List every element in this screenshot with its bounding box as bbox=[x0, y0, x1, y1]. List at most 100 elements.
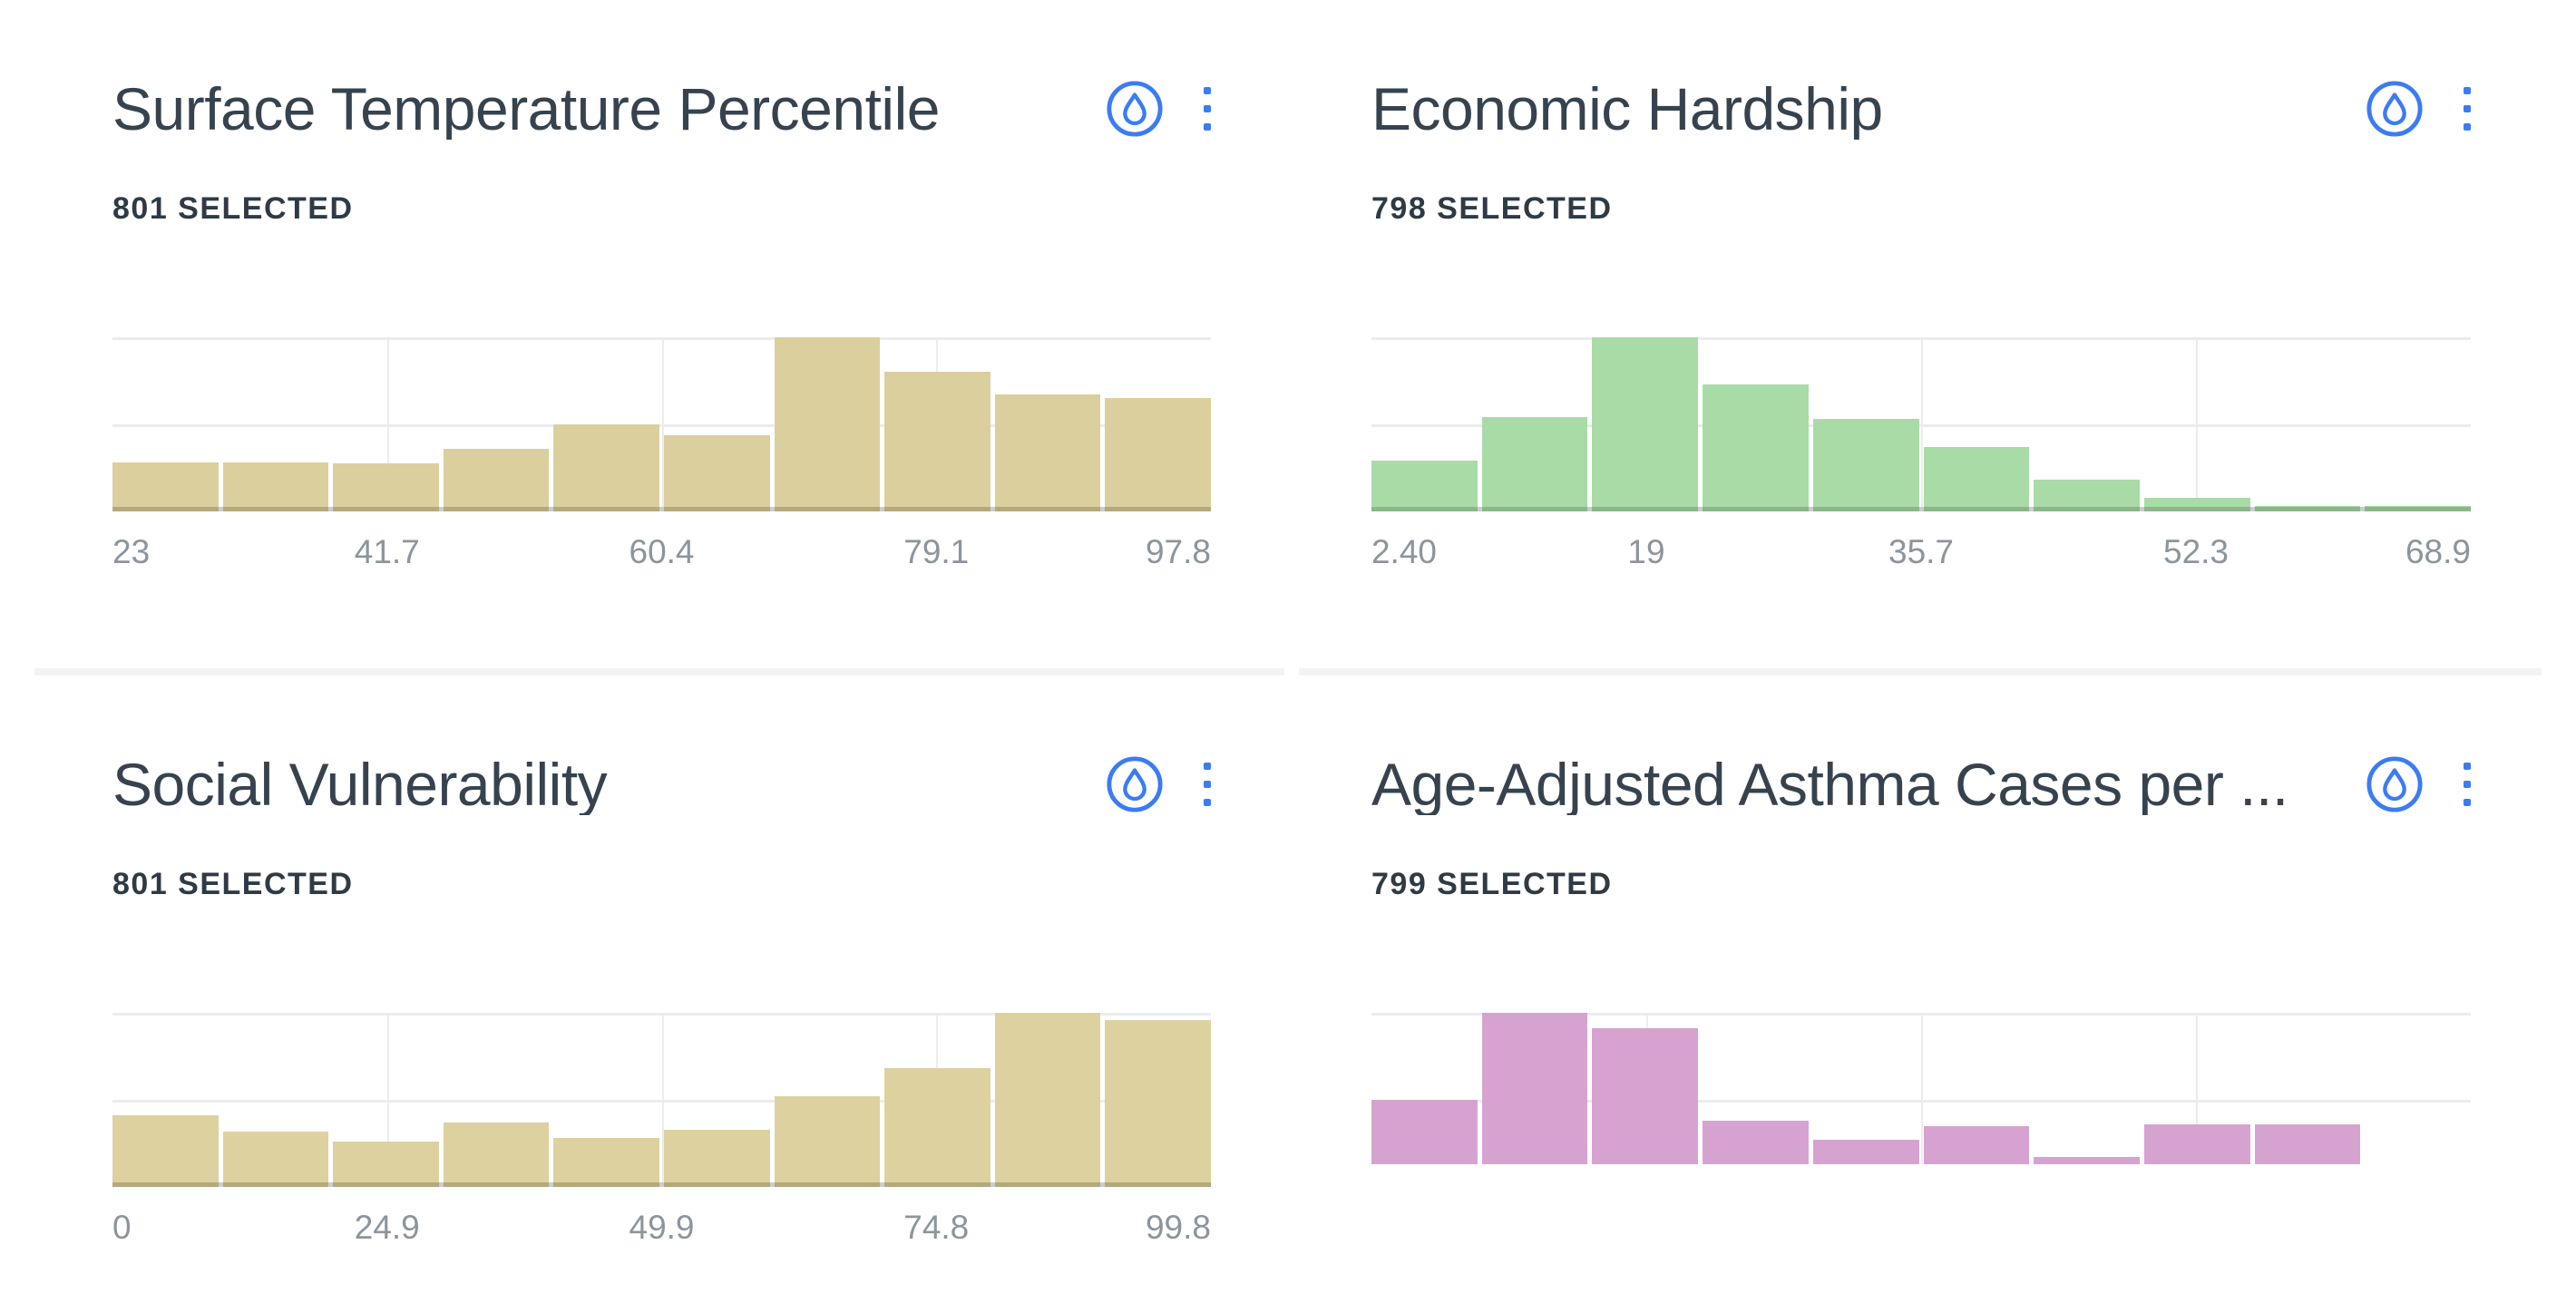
gridline bbox=[661, 337, 664, 511]
histogram-bar[interactable] bbox=[1371, 1100, 1478, 1164]
histogram-bars bbox=[112, 337, 1211, 511]
histogram-bar[interactable] bbox=[112, 1115, 219, 1187]
kebab-dot bbox=[1204, 799, 1211, 806]
histogram-bars bbox=[112, 1013, 1211, 1187]
histogram-bar[interactable] bbox=[2254, 506, 2361, 511]
histogram-bar[interactable] bbox=[553, 424, 659, 511]
x-axis-tick-label: 19 bbox=[1627, 533, 1665, 570]
histogram-bar[interactable] bbox=[443, 1123, 550, 1187]
x-axis-tick-label: 2.40 bbox=[1371, 533, 1438, 570]
kebab-dot bbox=[2464, 123, 2471, 131]
histogram-bar[interactable] bbox=[1703, 1121, 1809, 1164]
histogram-bar[interactable] bbox=[1923, 447, 2030, 511]
histogram-bar[interactable] bbox=[1812, 1140, 1919, 1164]
histogram-plot[interactable] bbox=[1371, 337, 2471, 511]
selected-count-label: 798 SELECTED bbox=[1371, 191, 1613, 226]
filter-drop-icon[interactable] bbox=[1106, 80, 1164, 138]
histogram-bar[interactable] bbox=[1481, 1013, 1588, 1164]
histogram-bar[interactable] bbox=[333, 463, 439, 511]
histogram-bar[interactable] bbox=[1371, 461, 1478, 511]
histogram-bar[interactable] bbox=[1105, 398, 1211, 511]
filter-drop-icon[interactable] bbox=[2366, 755, 2424, 813]
histogram-bar[interactable] bbox=[2254, 1124, 2361, 1164]
histogram-bar[interactable] bbox=[774, 337, 881, 511]
histogram-bar[interactable] bbox=[2143, 498, 2250, 511]
widget-header: Age-Adjusted Asthma Cases per ... bbox=[1371, 676, 2471, 815]
widgets-row-top: Surface Temperature Percentile 801 SELEC… bbox=[0, 0, 2576, 676]
histogram-bar[interactable] bbox=[1592, 1028, 1699, 1164]
histogram-bar[interactable] bbox=[994, 394, 1101, 511]
histogram-bars bbox=[1371, 1013, 2471, 1164]
histogram-bar[interactable] bbox=[2034, 480, 2140, 511]
histogram-bar[interactable] bbox=[1481, 417, 1588, 511]
histogram-bar[interactable] bbox=[222, 1132, 329, 1187]
histogram-bar[interactable] bbox=[884, 1068, 990, 1187]
x-axis-tick-label: 99.8 bbox=[1145, 1209, 1211, 1246]
x-axis-tick-label: 0 bbox=[112, 1209, 132, 1246]
gridline bbox=[661, 1013, 664, 1187]
widget-title: Age-Adjusted Asthma Cases per ... bbox=[1371, 753, 2288, 815]
widget-panel-social-vulnerability: Social Vulnerability 801 SELECTED bbox=[0, 676, 1284, 1249]
kebab-dot bbox=[1204, 87, 1211, 94]
panel-divider bbox=[34, 668, 1284, 676]
histogram-bar[interactable] bbox=[1592, 337, 1699, 511]
kebab-menu-icon[interactable] bbox=[1204, 87, 1211, 131]
axis-baseline bbox=[1371, 507, 2471, 511]
x-axis-tick-label: 24.9 bbox=[354, 1209, 420, 1246]
filter-drop-icon[interactable] bbox=[1106, 755, 1164, 813]
x-axis-tick-label: 49.9 bbox=[629, 1209, 695, 1246]
gridline bbox=[1921, 1013, 1923, 1164]
histogram-bar[interactable] bbox=[774, 1096, 881, 1187]
histogram-bar[interactable] bbox=[222, 462, 329, 511]
filter-drop-icon[interactable] bbox=[2366, 80, 2424, 138]
histogram-bar[interactable] bbox=[1923, 1126, 2030, 1164]
gridline bbox=[386, 337, 389, 511]
kebab-dot bbox=[1204, 105, 1211, 112]
widget-actions bbox=[2366, 755, 2471, 813]
widget-header: Economic Hardship bbox=[1371, 0, 2471, 140]
x-axis-labels: 23 41.7 60.4 79.1 97.8 bbox=[112, 531, 1211, 573]
widget-panel-economic-hardship: Economic Hardship 798 SELECTED bbox=[1292, 0, 2576, 676]
histogram-bar[interactable] bbox=[2365, 506, 2471, 511]
widget-title: Economic Hardship bbox=[1371, 78, 1883, 140]
selected-count-label: 801 SELECTED bbox=[112, 191, 354, 226]
histogram-bar[interactable] bbox=[333, 1142, 439, 1187]
kebab-menu-icon[interactable] bbox=[2464, 763, 2471, 806]
widget-header: Surface Temperature Percentile bbox=[112, 0, 1211, 140]
histogram-bar[interactable] bbox=[1105, 1020, 1211, 1187]
histogram-bar[interactable] bbox=[663, 435, 770, 511]
histogram-bar[interactable] bbox=[553, 1138, 659, 1187]
widget-panel-surface-temperature: Surface Temperature Percentile 801 SELEC… bbox=[0, 0, 1284, 676]
widget-header: Social Vulnerability bbox=[112, 676, 1211, 815]
histogram-plot[interactable] bbox=[112, 337, 1211, 511]
kebab-menu-icon[interactable] bbox=[1204, 763, 1211, 806]
kebab-dot bbox=[1204, 781, 1211, 788]
histogram-bar[interactable] bbox=[2034, 1157, 2140, 1164]
kebab-menu-icon[interactable] bbox=[2464, 87, 2471, 131]
histogram-bar[interactable] bbox=[1812, 419, 1919, 511]
x-axis-tick-label: 41.7 bbox=[354, 533, 420, 570]
gridline bbox=[2196, 1013, 2198, 1164]
x-axis-tick-label: 52.3 bbox=[2162, 533, 2230, 570]
x-axis-tick-label: 60.4 bbox=[629, 533, 695, 570]
x-axis-tick-label: 97.8 bbox=[1145, 533, 1211, 570]
histogram-bar[interactable] bbox=[443, 449, 550, 511]
x-axis-labels: 0 24.9 49.9 74.8 99.8 bbox=[112, 1207, 1211, 1249]
x-axis-tick-label: 68.9 bbox=[2405, 533, 2471, 570]
gridline bbox=[386, 1013, 389, 1187]
histogram-bar[interactable] bbox=[112, 462, 219, 511]
histogram-bar[interactable] bbox=[2143, 1124, 2250, 1164]
kebab-dot bbox=[2464, 763, 2471, 770]
gridline bbox=[2196, 337, 2198, 511]
x-axis-tick-label: 74.8 bbox=[903, 1209, 970, 1246]
histogram-bar[interactable] bbox=[1703, 384, 1809, 511]
gridline bbox=[1921, 337, 1923, 511]
kebab-dot bbox=[1204, 763, 1211, 770]
histogram-bar[interactable] bbox=[994, 1013, 1101, 1187]
histogram-plot[interactable] bbox=[1371, 1013, 2471, 1164]
histogram-plot[interactable] bbox=[112, 1013, 1211, 1187]
kebab-dot bbox=[2464, 87, 2471, 94]
widget-panel-asthma-cases: Age-Adjusted Asthma Cases per ... 799 SE… bbox=[1292, 676, 2576, 1249]
histogram-bar[interactable] bbox=[663, 1130, 770, 1187]
histogram-bar[interactable] bbox=[884, 372, 990, 511]
